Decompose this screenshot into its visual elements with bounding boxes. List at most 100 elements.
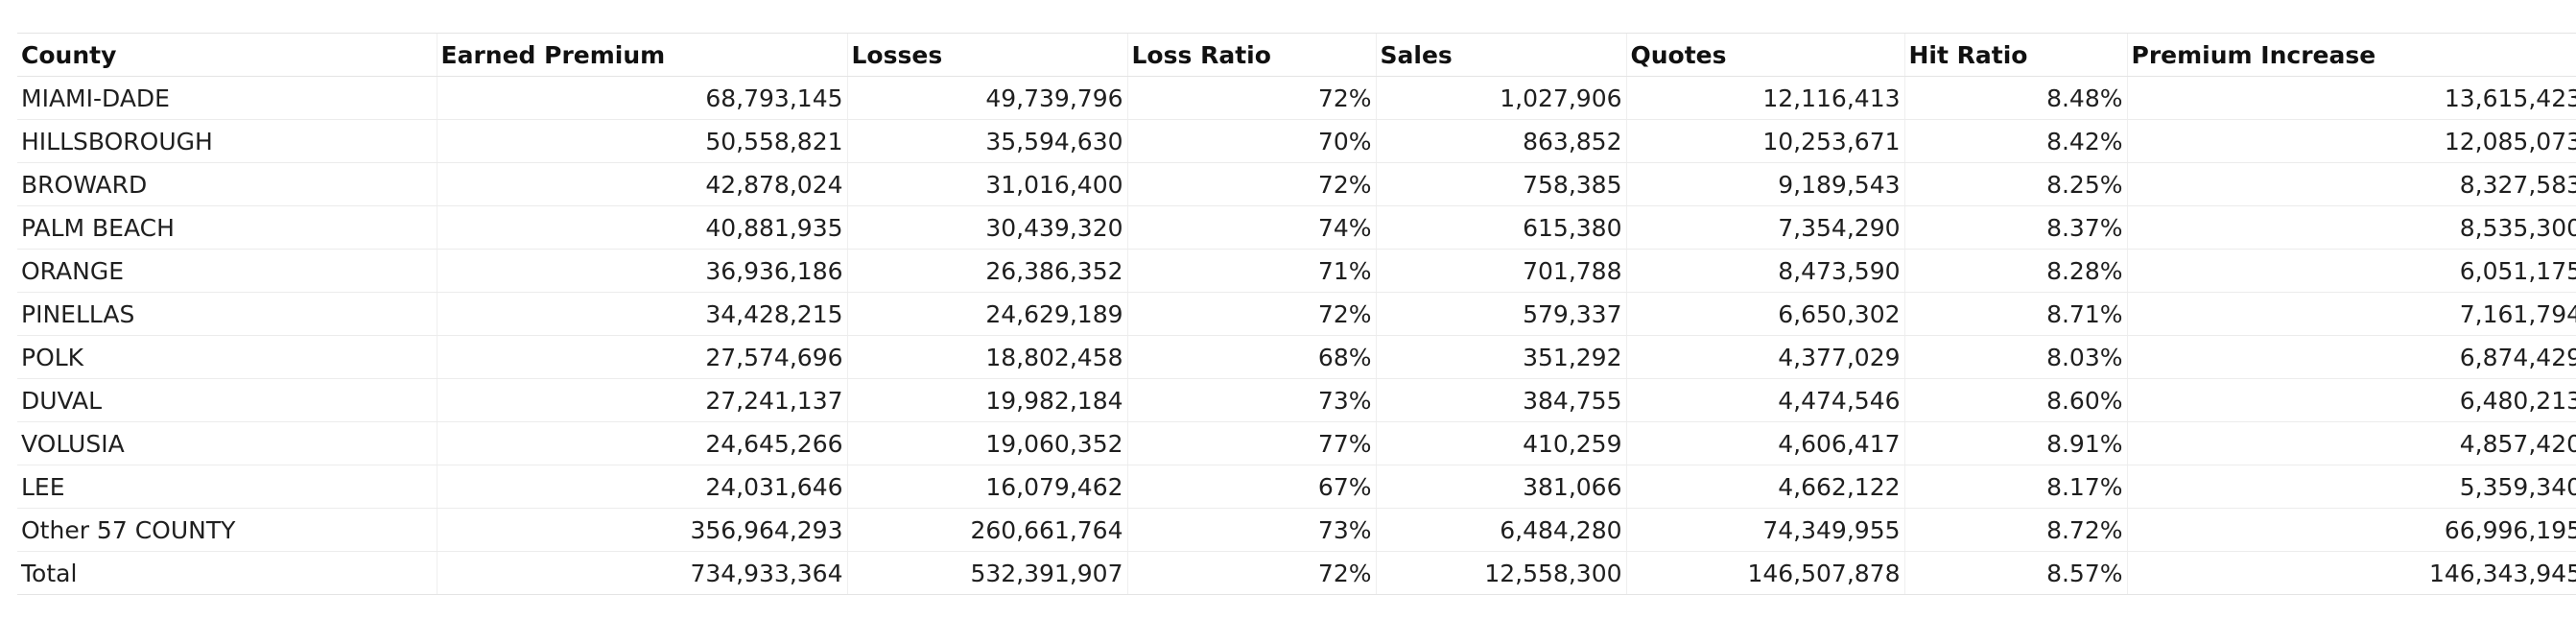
cell-loss-ratio: 73% [1126,378,1376,422]
cell-loss-ratio: 74% [1126,205,1376,250]
column-header-loss-ratio[interactable]: Loss Ratio [1126,33,1376,77]
cell-loss-ratio: 72% [1126,162,1376,206]
total-row: Total 734,933,364 532,391,907 72% 12,558,300… [17,551,2576,595]
cell-hit-ratio: 8.28% [1903,249,2127,293]
cell-loss-ratio: 67% [1126,465,1376,509]
column-header-sales[interactable]: Sales [1375,33,1626,77]
column-header-quotes[interactable]: Quotes [1625,33,1904,77]
table-row: DUVAL 27,241,137 19,982,184 73% 384,755 4,474… [17,378,2576,422]
cell-sales: 381,066 [1375,465,1626,509]
cell-loss-ratio: 72% [1126,292,1376,336]
table-row: VOLUSIA 24,645,266 19,060,352 77% 410,259 4,6… [17,421,2576,465]
cell-county: ORANGE [17,249,437,293]
cell-sales: 384,755 [1375,378,1626,422]
column-header-premium-increase[interactable]: Premium Increase [2126,33,2576,77]
cell-sales: 12,558,300 [1375,551,1626,595]
cell-earned-premium: 40,881,935 [436,205,847,250]
cell-earned-premium: 36,936,186 [436,249,847,293]
cell-county: Other 57 COUNTY [17,508,437,552]
cell-quotes: 7,354,290 [1625,205,1904,250]
cell-hit-ratio: 8.57% [1903,551,2127,595]
cell-sales: 410,259 [1375,421,1626,465]
cell-county: PALM BEACH [17,205,437,250]
cell-losses: 49,739,796 [846,76,1127,120]
column-header-county[interactable]: County [17,33,437,77]
column-header-hit-ratio[interactable]: Hit Ratio [1903,33,2127,77]
cell-quotes: 8,473,590 [1625,249,1904,293]
cell-hit-ratio: 8.42% [1903,119,2127,163]
cell-quotes: 4,662,122 [1625,465,1904,509]
cell-losses: 260,661,764 [846,508,1127,552]
table-row: Other 57 COUNTY 356,964,293 260,661,764 73%… [17,508,2576,552]
cell-loss-ratio: 73% [1126,508,1376,552]
cell-earned-premium: 356,964,293 [436,508,847,552]
cell-premium-increase: 12,085,073 [2126,119,2576,163]
cell-sales: 615,380 [1375,205,1626,250]
cell-earned-premium: 734,933,364 [436,551,847,595]
cell-losses: 19,982,184 [846,378,1127,422]
cell-county: Total [17,551,437,595]
cell-loss-ratio: 70% [1126,119,1376,163]
table-row: MIAMI-DADE 68,793,145 49,739,796 72% 1,027,9… [17,76,2576,120]
cell-quotes: 4,606,417 [1625,421,1904,465]
cell-quotes: 10,253,671 [1625,119,1904,163]
cell-losses: 31,016,400 [846,162,1127,206]
cell-losses: 16,079,462 [846,465,1127,509]
county-premium-table: County Earned Premium Losses Loss Ratio … [17,33,2576,595]
table-row: PINELLAS 34,428,215 24,629,189 72% 579,337 6,… [17,292,2576,336]
cell-loss-ratio: 71% [1126,249,1376,293]
cell-sales: 351,292 [1375,335,1626,379]
cell-earned-premium: 27,574,696 [436,335,847,379]
cell-earned-premium: 27,241,137 [436,378,847,422]
table-row: BROWARD 42,878,024 31,016,400 72% 758,385 9,1… [17,162,2576,206]
cell-premium-increase: 4,857,420 [2126,421,2576,465]
cell-hit-ratio: 8.37% [1903,205,2127,250]
cell-losses: 18,802,458 [846,335,1127,379]
cell-sales: 758,385 [1375,162,1626,206]
cell-sales: 863,852 [1375,119,1626,163]
cell-earned-premium: 68,793,145 [436,76,847,120]
cell-hit-ratio: 8.48% [1903,76,2127,120]
cell-quotes: 4,474,546 [1625,378,1904,422]
cell-sales: 6,484,280 [1375,508,1626,552]
cell-quotes: 6,650,302 [1625,292,1904,336]
cell-quotes: 146,507,878 [1625,551,1904,595]
cell-premium-increase: 7,161,794 [2126,292,2576,336]
cell-loss-ratio: 68% [1126,335,1376,379]
table-row: ORANGE 36,936,186 26,386,352 71% 701,788 8,47… [17,249,2576,293]
cell-premium-increase: 66,996,195 [2126,508,2576,552]
cell-quotes: 4,377,029 [1625,335,1904,379]
cell-quotes: 12,116,413 [1625,76,1904,120]
cell-loss-ratio: 77% [1126,421,1376,465]
cell-hit-ratio: 8.17% [1903,465,2127,509]
column-header-losses[interactable]: Losses [846,33,1127,77]
cell-premium-increase: 6,051,175 [2126,249,2576,293]
cell-premium-increase: 13,615,423 [2126,76,2576,120]
cell-county: VOLUSIA [17,421,437,465]
cell-county: LEE [17,465,437,509]
cell-premium-increase: 6,874,429 [2126,335,2576,379]
column-header-earned-premium[interactable]: Earned Premium [436,33,847,77]
cell-premium-increase: 8,327,583 [2126,162,2576,206]
cell-loss-ratio: 72% [1126,551,1376,595]
cell-losses: 30,439,320 [846,205,1127,250]
cell-quotes: 9,189,543 [1625,162,1904,206]
cell-hit-ratio: 8.60% [1903,378,2127,422]
cell-county: DUVAL [17,378,437,422]
cell-losses: 35,594,630 [846,119,1127,163]
cell-sales: 701,788 [1375,249,1626,293]
cell-county: PINELLAS [17,292,437,336]
cell-losses: 26,386,352 [846,249,1127,293]
cell-earned-premium: 24,031,646 [436,465,847,509]
cell-county: BROWARD [17,162,437,206]
cell-premium-increase: 146,343,945 [2126,551,2576,595]
cell-hit-ratio: 8.71% [1903,292,2127,336]
cell-hit-ratio: 8.25% [1903,162,2127,206]
cell-hit-ratio: 8.72% [1903,508,2127,552]
cell-losses: 19,060,352 [846,421,1127,465]
cell-earned-premium: 34,428,215 [436,292,847,336]
cell-premium-increase: 8,535,300 [2126,205,2576,250]
table-container: County Earned Premium Losses Loss Ratio … [17,33,2576,595]
header-row: County Earned Premium Losses Loss Ratio … [17,33,2576,77]
cell-earned-premium: 24,645,266 [436,421,847,465]
